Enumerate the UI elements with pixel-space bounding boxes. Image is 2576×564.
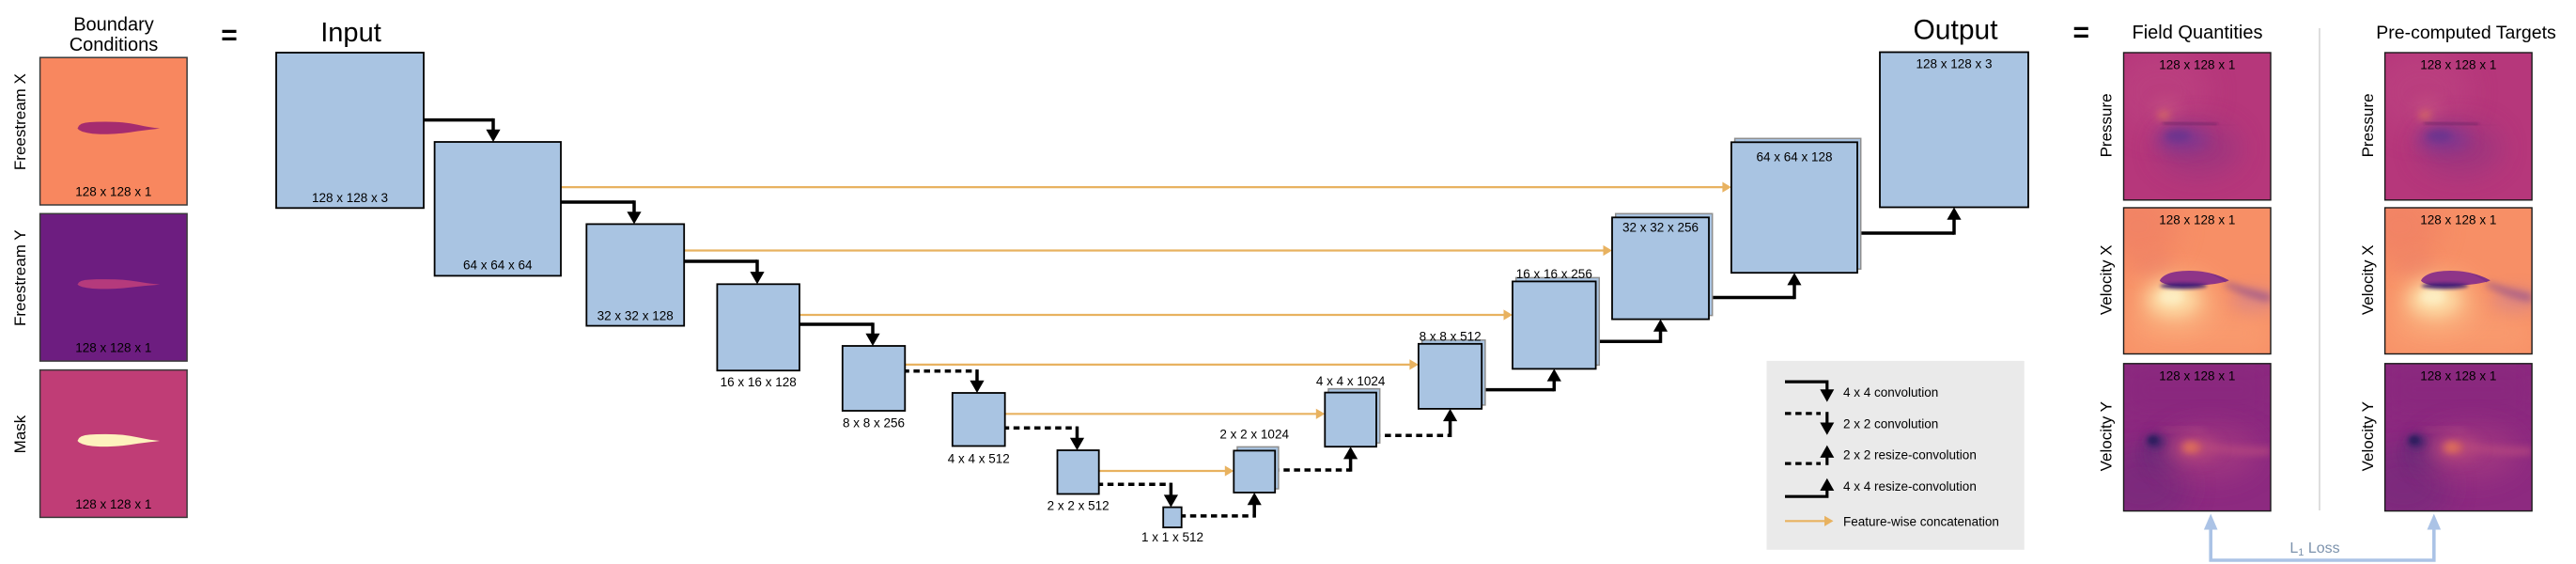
svg-text:128 x 128 x 1: 128 x 128 x 1 bbox=[2159, 58, 2235, 72]
svg-text:Velocity Y: Velocity Y bbox=[2098, 401, 2116, 471]
svg-text:Conditions: Conditions bbox=[70, 35, 159, 55]
svg-text:2 x 2 convolution: 2 x 2 convolution bbox=[1843, 416, 1938, 431]
svg-text:2 x 2 x 1024: 2 x 2 x 1024 bbox=[1219, 428, 1289, 442]
svg-text:2 x 2 resize-convolution: 2 x 2 resize-convolution bbox=[1843, 448, 1977, 462]
svg-text:Velocity Y: Velocity Y bbox=[2359, 401, 2377, 471]
svg-text:Input: Input bbox=[320, 18, 381, 48]
svg-text:128 x 128 x 3: 128 x 128 x 3 bbox=[312, 191, 388, 205]
svg-text:4 x 4 resize-convolution: 4 x 4 resize-convolution bbox=[1843, 479, 1977, 494]
svg-text:128 x 128 x 1: 128 x 128 x 1 bbox=[2159, 368, 2235, 383]
svg-text:64 x 64 x 64: 64 x 64 x 64 bbox=[463, 258, 533, 273]
svg-text:128 x 128 x 1: 128 x 128 x 1 bbox=[75, 341, 151, 355]
svg-text:Pre-computed Targets: Pre-computed Targets bbox=[2376, 23, 2556, 43]
svg-text:32 x 32 x 256: 32 x 32 x 256 bbox=[1622, 220, 1699, 234]
svg-text:8 x 8 x 256: 8 x 8 x 256 bbox=[843, 415, 905, 430]
svg-text:128 x 128 x 1: 128 x 128 x 1 bbox=[2420, 58, 2496, 72]
svg-text:16 x 16 x 128: 16 x 16 x 128 bbox=[721, 375, 797, 389]
svg-text:8 x 8 x 512: 8 x 8 x 512 bbox=[1420, 329, 1482, 343]
svg-text:128 x 128 x 1: 128 x 128 x 1 bbox=[75, 497, 151, 511]
svg-text:Pressure: Pressure bbox=[2359, 93, 2377, 157]
svg-text:4 x 4 x 1024: 4 x 4 x 1024 bbox=[1316, 374, 1386, 388]
svg-text:1 x 1 x 512: 1 x 1 x 512 bbox=[1141, 530, 1203, 544]
svg-text:128 x 128 x 1: 128 x 128 x 1 bbox=[2420, 368, 2496, 383]
svg-text:Feature-wise concatenation: Feature-wise concatenation bbox=[1843, 515, 1999, 529]
svg-text:=: = bbox=[2073, 17, 2090, 48]
svg-text:Velocity X: Velocity X bbox=[2098, 244, 2116, 315]
svg-text:2 x 2 x 512: 2 x 2 x 512 bbox=[1047, 499, 1110, 513]
svg-text:Mask: Mask bbox=[11, 415, 29, 453]
svg-text:Field Quantities: Field Quantities bbox=[2133, 23, 2263, 43]
svg-text:64 x 64 x 128: 64 x 64 x 128 bbox=[1756, 150, 1832, 164]
svg-text:=: = bbox=[221, 20, 238, 51]
svg-text:Pressure: Pressure bbox=[2098, 93, 2116, 157]
svg-text:128 x 128 x 3: 128 x 128 x 3 bbox=[1916, 57, 1992, 71]
svg-text:128 x 128 x 1: 128 x 128 x 1 bbox=[75, 185, 151, 199]
svg-text:Freestream X: Freestream X bbox=[11, 73, 29, 170]
svg-text:4 x 4 x 512: 4 x 4 x 512 bbox=[948, 452, 1010, 466]
svg-text:Output: Output bbox=[1913, 15, 1998, 46]
svg-text:Velocity X: Velocity X bbox=[2359, 244, 2377, 315]
svg-text:128 x 128 x 1: 128 x 128 x 1 bbox=[2420, 213, 2496, 227]
svg-text:L1 Loss: L1 Loss bbox=[2289, 540, 2339, 558]
svg-text:Boundary: Boundary bbox=[73, 15, 154, 36]
svg-text:128 x 128 x 1: 128 x 128 x 1 bbox=[2159, 213, 2235, 227]
svg-text:16 x 16 x 256: 16 x 16 x 256 bbox=[1516, 267, 1592, 281]
svg-text:Freestream Y: Freestream Y bbox=[11, 229, 29, 326]
svg-text:32 x 32 x 128: 32 x 32 x 128 bbox=[597, 309, 674, 323]
svg-text:4 x 4 convolution: 4 x 4 convolution bbox=[1843, 385, 1938, 400]
